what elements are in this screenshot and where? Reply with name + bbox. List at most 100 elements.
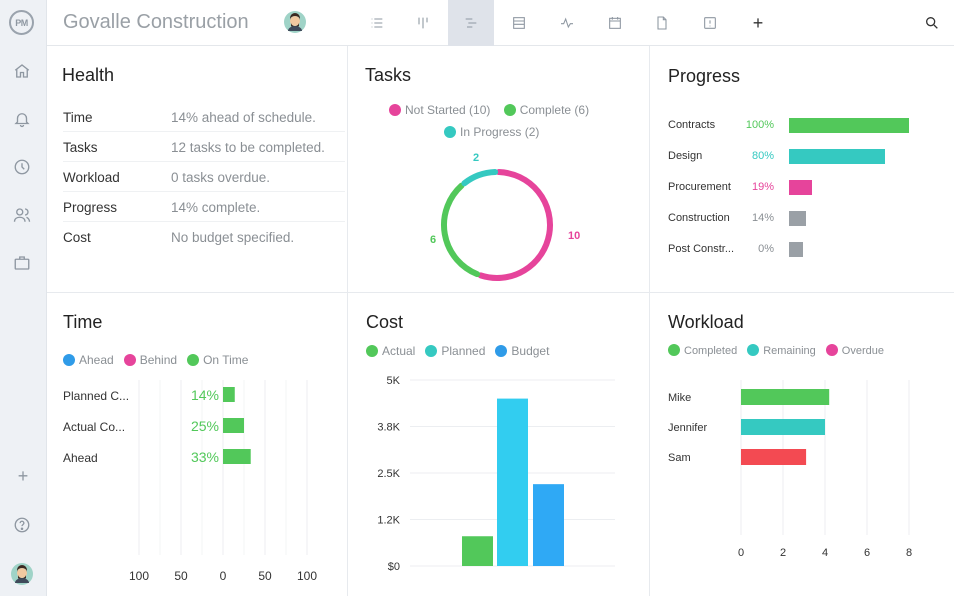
progress-bar[interactable]	[789, 149, 885, 164]
board-icon[interactable]	[400, 0, 446, 46]
legend-behind[interactable]: Behind	[123, 353, 178, 367]
search-icon[interactable]	[909, 0, 954, 46]
time-bar[interactable]	[223, 449, 251, 464]
legend-overdue[interactable]: Overdue	[825, 344, 884, 357]
legend-actual[interactable]: Actual	[366, 344, 415, 358]
legend-label: Completed	[684, 345, 738, 357]
legend-complete[interactable]: Complete (6)	[503, 103, 589, 117]
legend-dot	[503, 104, 516, 116]
progress-row: Post Constr... 0%	[668, 241, 938, 259]
progress-percent: 100%	[745, 119, 774, 131]
y-tick-label: 3.8K	[377, 422, 400, 434]
y-tick-label: $0	[388, 561, 400, 573]
legend-in-progress[interactable]: In Progress (2)	[444, 125, 539, 139]
health-row-label: Cost	[63, 230, 91, 245]
add-view-icon[interactable]: +	[752, 12, 764, 33]
document-icon[interactable]	[639, 0, 685, 46]
time-chart: 100 50 0 50 100 Planned C... 14% Actual Co... 25…	[63, 380, 317, 583]
progress-category: Design	[668, 150, 703, 162]
donut-slice-complete[interactable]	[441, 182, 481, 278]
donut-slice-not-started[interactable]	[477, 169, 553, 281]
progress-category: Post Constr...	[668, 243, 735, 255]
clock-icon[interactable]	[13, 158, 33, 178]
legend-on-time[interactable]: On Time	[187, 353, 248, 367]
bar-value-label: 25%	[191, 418, 219, 434]
legend-label: Ahead	[79, 353, 114, 367]
progress-percent: 19%	[751, 181, 774, 193]
tasks-legend: In Progress (2)	[444, 125, 549, 139]
notifications-icon[interactable]	[13, 110, 33, 130]
time-bar[interactable]	[223, 418, 244, 433]
pm-logo[interactable]: PM	[9, 10, 34, 35]
workload-bar[interactable]	[741, 389, 830, 405]
add-icon[interactable]: +	[17, 466, 29, 486]
progress-row: Construction 14%	[668, 210, 938, 228]
workload-chart: 0 2 4 6 8 Mike Jennifer Sam	[668, 380, 912, 559]
x-tick-label: 0	[220, 569, 227, 583]
help-icon[interactable]	[13, 516, 33, 536]
time-bar[interactable]	[223, 387, 235, 402]
cost-bar-budget[interactable]	[533, 484, 564, 566]
legend-completed[interactable]: Completed	[668, 344, 738, 357]
users-icon[interactable]	[13, 206, 33, 226]
cost-bar-actual[interactable]	[462, 536, 493, 566]
x-tick-label: 100	[129, 569, 149, 583]
progress-bar[interactable]	[789, 118, 909, 133]
gantt-icon[interactable]	[448, 0, 494, 46]
report-icon[interactable]	[687, 0, 733, 46]
progress-row: Contracts 100%	[668, 117, 938, 135]
legend-ahead[interactable]: Ahead	[63, 353, 114, 367]
progress-bar[interactable]	[789, 242, 803, 257]
legend-budget[interactable]: Budget	[495, 344, 549, 358]
cost-bar-planned[interactable]	[497, 398, 528, 566]
legend-remaining[interactable]: Remaining	[747, 344, 816, 357]
health-row-label: Progress	[63, 200, 118, 215]
progress-category: Construction	[668, 212, 730, 224]
legend-label: Behind	[139, 353, 178, 367]
progress-percent: 0%	[758, 243, 774, 255]
legend-dot	[747, 344, 760, 356]
dashboard-icon[interactable]	[544, 0, 590, 46]
time-legend: Ahead Behind On Time	[63, 353, 258, 367]
legend-dot	[366, 345, 378, 357]
legend-dot	[668, 344, 680, 356]
progress-bar[interactable]	[789, 211, 806, 226]
y-tick-label: 2.5K	[377, 468, 400, 480]
workload-title: Workload	[668, 312, 744, 332]
list-icon[interactable]	[354, 0, 400, 46]
legend-not-started[interactable]: Not Started (10)	[389, 103, 490, 117]
table-icon[interactable]	[496, 0, 542, 46]
divider	[347, 46, 348, 596]
legend-dot	[425, 345, 438, 357]
home-icon[interactable]	[13, 62, 33, 82]
health-row-value: 12 tasks to be completed.	[171, 140, 325, 155]
health-row-label: Tasks	[63, 140, 98, 155]
x-tick-label: 8	[906, 547, 912, 559]
bar-value-label: 14%	[191, 387, 219, 403]
project-owner-avatar[interactable]	[284, 11, 306, 33]
bar-value-label: 33%	[191, 449, 219, 465]
health-row: Cost No budget specified.	[63, 222, 345, 252]
donut-value-label: 6	[430, 234, 436, 246]
donut-slice-in-progress[interactable]	[461, 169, 499, 187]
x-tick-label: 2	[780, 547, 786, 559]
workload-bar[interactable]	[741, 449, 807, 465]
tasks-legend: Not Started (10) Complete (6)	[389, 103, 599, 117]
row-label: Mike	[668, 392, 691, 404]
user-avatar[interactable]	[11, 563, 33, 585]
y-tick-label: 1.2K	[377, 515, 400, 527]
briefcase-icon[interactable]	[13, 254, 33, 274]
legend-dot	[389, 104, 401, 116]
health-row: Workload 0 tasks overdue.	[63, 162, 345, 192]
calendar-icon[interactable]	[592, 0, 638, 46]
progress-bar[interactable]	[789, 180, 812, 195]
row-label: Jennifer	[668, 422, 707, 434]
project-title[interactable]: Govalle Construction	[63, 11, 249, 33]
row-label: Sam	[668, 452, 691, 464]
health-row: Time 14% ahead of schedule.	[63, 102, 345, 132]
y-tick-label: 5K	[387, 375, 401, 387]
workload-bar[interactable]	[741, 419, 825, 435]
progress-row: Procurement 19%	[668, 179, 938, 197]
legend-planned[interactable]: Planned	[425, 344, 485, 358]
legend-label: Remaining	[763, 345, 816, 357]
